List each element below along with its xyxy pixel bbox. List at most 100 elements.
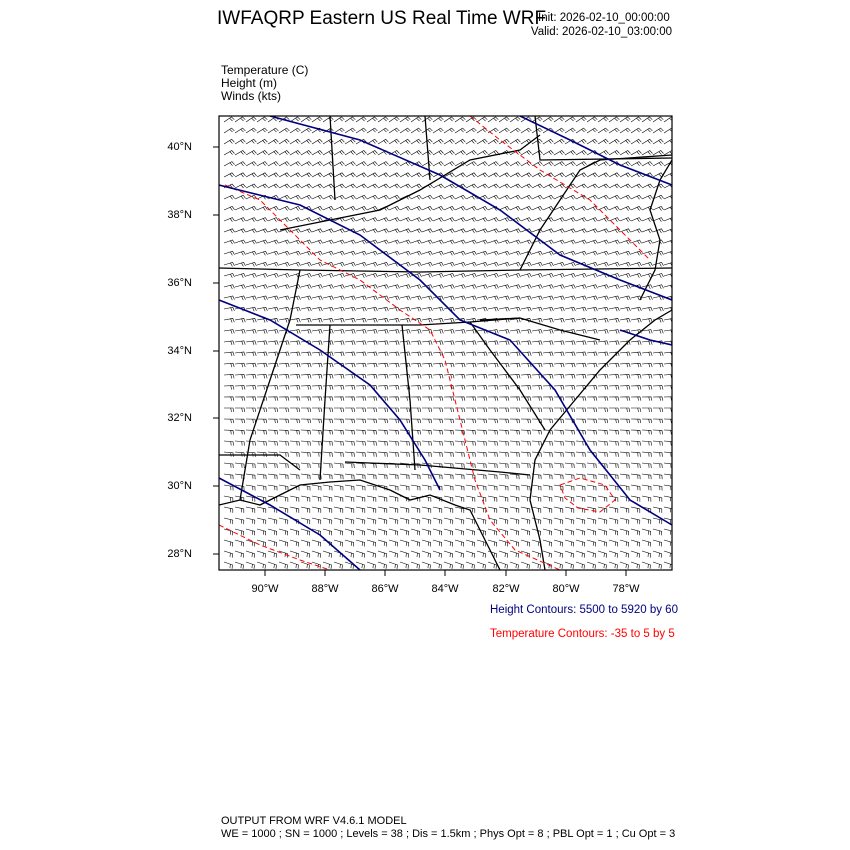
wind-barb: [289, 528, 300, 536]
wind-barb: [344, 239, 356, 245]
wind-barb: [410, 506, 421, 513]
wind-barb: [234, 429, 245, 435]
wind-barb: [498, 539, 509, 547]
wind-barb: [311, 318, 323, 323]
wind-barb: [619, 127, 631, 134]
wind-barb: [564, 495, 575, 502]
wind-barb: [608, 273, 620, 278]
wind-barb: [575, 340, 587, 345]
wind-barb: [586, 183, 598, 189]
wind-barb: [476, 206, 488, 211]
wind-barb: [432, 161, 444, 167]
wind-barb: [355, 127, 367, 134]
wind-barb: [608, 385, 620, 390]
wind-barb: [575, 451, 586, 457]
wind-barb: [355, 462, 366, 469]
wind-barb: [366, 495, 377, 502]
wind-barb: [553, 217, 565, 222]
wind-barb: [323, 407, 334, 412]
wind-barb: [388, 127, 400, 134]
wind-barb: [289, 539, 300, 547]
wind-barb: [586, 550, 596, 558]
wind-barb: [311, 161, 323, 167]
wind-barb: [476, 473, 487, 480]
wind-barb: [443, 374, 455, 379]
wind-barb: [487, 150, 499, 156]
wind-barb: [377, 127, 389, 134]
wind-barb: [388, 374, 400, 379]
wind-barb: [234, 273, 246, 278]
wind-barb: [553, 228, 565, 234]
wind-barb: [631, 407, 642, 412]
wind-barb: [630, 262, 642, 267]
wind-barb: [454, 351, 466, 357]
wind-barb: [531, 528, 542, 536]
wind-barb: [366, 273, 378, 278]
wind-barb: [311, 429, 322, 435]
wind-barb: [542, 273, 554, 278]
wind-barb: [608, 484, 619, 491]
wind-barb: [388, 484, 399, 491]
wind-barb: [652, 262, 664, 267]
wind-barb: [432, 418, 443, 424]
wind-barb: [366, 161, 378, 167]
wind-barb: [355, 194, 367, 200]
wind-barb: [245, 528, 256, 536]
wind-barb: [421, 306, 433, 312]
wind-barb: [278, 396, 290, 401]
wind-barb: [641, 138, 653, 145]
wind-barb: [454, 306, 466, 312]
wind-barb: [520, 385, 532, 390]
wind-barb: [399, 206, 411, 211]
wind-barb: [619, 385, 631, 390]
wind-barb: [586, 329, 598, 334]
wind-barb: [322, 284, 334, 290]
wind-barb: [388, 138, 400, 145]
wind-barb: [432, 116, 444, 123]
wind-barb: [355, 318, 367, 323]
wind-barb: [454, 262, 466, 267]
wind-barb: [663, 462, 672, 468]
wind-barb: [542, 161, 554, 167]
wind-barb: [234, 374, 246, 379]
wind-barb: [586, 284, 598, 290]
wind-barb: [531, 194, 543, 200]
wind-barb: [509, 351, 521, 357]
wind-barb: [377, 374, 389, 379]
wind-barb: [487, 161, 499, 167]
wind-barb: [267, 250, 279, 256]
wind-barb: [311, 250, 323, 256]
wind-barb: [366, 473, 377, 480]
wind-barb: [311, 150, 323, 156]
wind-barb: [378, 407, 389, 412]
wind-barb: [344, 206, 356, 211]
wind-barb: [366, 340, 378, 345]
wind-barb: [223, 228, 235, 234]
wind-barb: [278, 440, 289, 446]
border-36-5n: [219, 267, 672, 273]
init-time: Init: 2026-02-10_00:00:00: [538, 12, 670, 24]
wind-barb: [333, 506, 344, 513]
wind-barb: [443, 362, 455, 368]
wind-barb: [553, 429, 564, 435]
wind-barb: [531, 362, 543, 368]
wind-barb: [652, 473, 663, 480]
wind-barb: [652, 150, 664, 156]
wind-barb: [432, 561, 442, 569]
wind-barb: [619, 473, 630, 480]
wind-barb: [267, 239, 279, 245]
wind-barb: [311, 116, 323, 123]
wind-barb: [344, 284, 356, 290]
wind-barb: [289, 340, 301, 345]
wind-barb: [553, 385, 565, 390]
wind-barb: [476, 183, 488, 189]
wind-barb: [278, 429, 289, 435]
wind-barb: [564, 462, 575, 469]
coastline-atlantic: [529, 309, 672, 570]
wind-barb: [520, 295, 532, 301]
wind-barb: [355, 495, 366, 502]
wind-barb: [531, 318, 543, 323]
wind-barb: [289, 150, 301, 156]
wind-barb: [476, 462, 487, 469]
wind-barb: [223, 250, 235, 256]
